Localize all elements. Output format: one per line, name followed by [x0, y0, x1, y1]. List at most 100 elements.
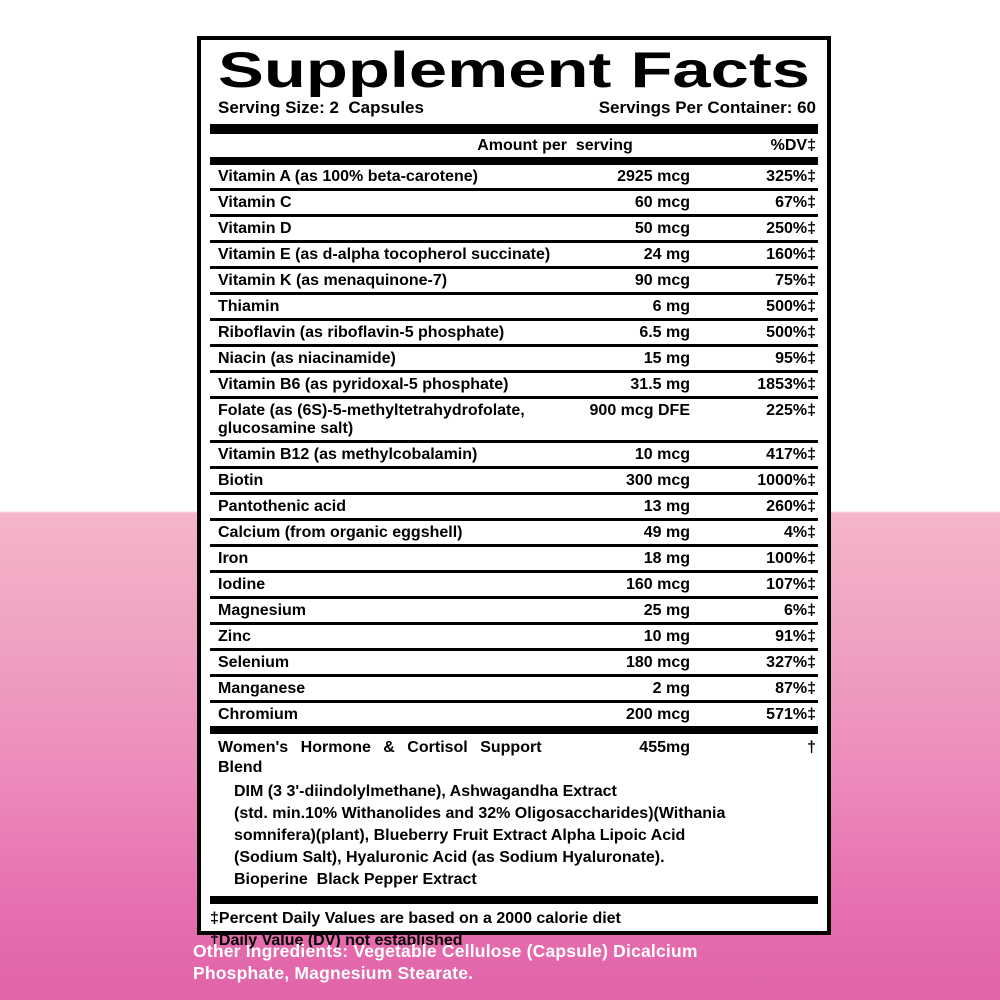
- blend-ingredient-line: Bioperine Black Pepper Extract: [234, 871, 477, 888]
- nutrient-dv: 4%‡: [783, 524, 816, 541]
- other-ingredients-line1: Other Ingredients: Vegetable Cellulose (…: [193, 941, 698, 961]
- nutrient-dv: 1853%‡: [757, 376, 816, 393]
- blend-ingredient-line: DIM (3 3'-diindolylmethane), Ashwagandha…: [234, 783, 617, 800]
- nutrient-amount: 6.5 mg: [639, 324, 690, 341]
- nutrient-amount: 13 mg: [643, 498, 690, 515]
- nutrient-name: Thiamin: [218, 298, 280, 315]
- nutrient-dv: 417%‡: [766, 446, 816, 463]
- table-row: Vitamin K (as menaquinone-7) 90 mcg 75%‡: [210, 266, 818, 292]
- nutrient-amount: 25 mg: [643, 602, 690, 619]
- nutrient-name: Vitamin E (as d-alpha tocopherol succina…: [218, 246, 551, 263]
- nutrient-dv: 325%‡: [766, 168, 816, 185]
- table-row: Vitamin B12 (as methylcobalamin) 10 mcg …: [210, 440, 818, 466]
- serving-info-row: Serving Size: 2 Capsules Servings Per Co…: [218, 98, 816, 118]
- nutrient-amount: 900 mcg DFE: [589, 402, 690, 419]
- nutrient-name: Riboflavin (as riboflavin-5 phosphate): [218, 324, 505, 341]
- nutrient-amount: 10 mg: [643, 628, 690, 645]
- blend-amount: 455mg: [639, 739, 690, 756]
- nutrient-dv: 260%‡: [766, 498, 816, 515]
- blend-ingredient-lines: DIM (3 3'-diindolylmethane), Ashwagandha…: [218, 781, 816, 891]
- nutrient-amount: 50 mcg: [634, 220, 690, 237]
- nutrient-name: Vitamin A (as 100% beta-carotene): [218, 168, 478, 185]
- nutrient-name: Pantothenic acid: [218, 498, 347, 515]
- nutrient-name: Iron: [218, 550, 249, 567]
- nutrient-amount: 6 mg: [652, 298, 690, 315]
- nutrient-dv: 1000%‡: [757, 472, 816, 489]
- nutrient-name: Folate (as (6S)-5-methyltetrahydrofolate…: [218, 402, 525, 437]
- supplement-facts-title: Supplement Facts: [218, 43, 810, 97]
- supplement-facts-panel: Supplement Facts Serving Size: 2 Capsule…: [197, 36, 831, 949]
- blend-header-row: Women's Hormone & Cortisol Support Blend…: [218, 738, 816, 778]
- table-row: Vitamin A (as 100% beta-carotene) 2925 m…: [210, 165, 818, 188]
- table-row: Iodine 160 mcg 107%‡: [210, 570, 818, 596]
- table-row: Vitamin C 60 mcg 67%‡: [210, 188, 818, 214]
- percent-dv-header: %DV‡: [770, 137, 816, 154]
- blend-ingredient-line: somnifera)(plant), Blueberry Fruit Extra…: [234, 827, 686, 844]
- nutrient-amount: 31.5 mg: [630, 376, 690, 393]
- nutrient-dv: 250%‡: [766, 220, 816, 237]
- table-row: Biotin 300 mcg 1000%‡: [210, 466, 818, 492]
- nutrient-amount: 2925 mcg: [617, 168, 690, 185]
- nutrient-amount: 2 mg: [652, 680, 690, 697]
- table-row: Manganese 2 mg 87%‡: [210, 674, 818, 700]
- nutrient-dv: 6%‡: [783, 602, 816, 619]
- nutrient-dv: 225%‡: [766, 402, 816, 419]
- other-ingredients: Other Ingredients: Vegetable Cellulose (…: [193, 940, 813, 984]
- nutrient-name: Vitamin B12 (as methylcobalamin): [218, 446, 478, 463]
- divider-bar-top: [210, 124, 818, 134]
- nutrient-name: Niacin (as niacinamide): [218, 350, 396, 367]
- nutrient-dv: 500%‡: [766, 324, 816, 341]
- nutrient-amount: 10 mcg: [634, 446, 690, 463]
- table-row: Vitamin B6 (as pyridoxal-5 phosphate) 31…: [210, 370, 818, 396]
- nutrient-dv: 67%‡: [775, 194, 816, 211]
- divider-bar-blend: [210, 726, 818, 734]
- nutrient-name: Manganese: [218, 680, 306, 697]
- nutrient-dv: 107%‡: [766, 576, 816, 593]
- nutrient-dv: 327%‡: [766, 654, 816, 671]
- nutrient-amount: 180 mcg: [625, 654, 690, 671]
- divider-bar-header: [210, 157, 818, 165]
- nutrient-dv: 500%‡: [766, 298, 816, 315]
- amount-per-serving-header: Amount per serving: [477, 137, 633, 154]
- nutrient-dv: 100%‡: [766, 550, 816, 567]
- table-row: Pantothenic acid 13 mg 260%‡: [210, 492, 818, 518]
- nutrient-dv: 95%‡: [775, 350, 816, 367]
- table-row: Iron 18 mg 100%‡: [210, 544, 818, 570]
- table-row: Thiamin 6 mg 500%‡: [210, 292, 818, 318]
- nutrient-amount: 49 mg: [643, 524, 690, 541]
- nutrient-amount: 24 mg: [643, 246, 690, 263]
- table-row: Selenium 180 mcg 327%‡: [210, 648, 818, 674]
- servings-per-container-label: Servings Per Container: 60: [598, 98, 816, 117]
- table-row: Zinc 10 mg 91%‡: [210, 622, 818, 648]
- nutrient-dv: 87%‡: [775, 680, 816, 697]
- nutrient-amount: 18 mg: [643, 550, 690, 567]
- blend-ingredient-line: (Sodium Salt), Hyaluronic Acid (as Sodiu…: [234, 849, 665, 866]
- nutrient-dv: 91%‡: [775, 628, 816, 645]
- nutrient-amount: 60 mcg: [634, 194, 690, 211]
- table-row: Vitamin E (as d-alpha tocopherol succina…: [210, 240, 818, 266]
- nutrient-table: Vitamin A (as 100% beta-carotene) 2925 m…: [210, 165, 818, 726]
- table-row: Vitamin D 50 mcg 250%‡: [210, 214, 818, 240]
- nutrient-name: Vitamin K (as menaquinone-7): [218, 272, 448, 289]
- blend-dagger: †: [807, 739, 816, 756]
- supplement-facts-title-text: Supplement Facts: [218, 43, 810, 97]
- nutrient-name: Selenium: [218, 654, 290, 671]
- nutrient-amount: 200 mcg: [625, 706, 690, 723]
- nutrient-name: Iodine: [218, 576, 266, 593]
- table-row: Folate (as (6S)-5-methyltetrahydrofolate…: [210, 396, 818, 440]
- nutrient-amount: 300 mcg: [625, 472, 690, 489]
- serving-size-label: Serving Size: 2 Capsules: [218, 98, 424, 117]
- blend-title: Women's Hormone & Cortisol Support Blend: [218, 739, 542, 776]
- nutrient-amount: 15 mg: [643, 350, 690, 367]
- table-row: Niacin (as niacinamide) 15 mg 95%‡: [210, 344, 818, 370]
- nutrient-dv: 160%‡: [766, 246, 816, 263]
- nutrient-amount: 90 mcg: [634, 272, 690, 289]
- footnotes: ‡Percent Daily Values are based on a 200…: [210, 908, 818, 952]
- footnote-dv-not-established: †Daily Value (DV) not established: [210, 932, 463, 949]
- nutrient-name: Zinc: [218, 628, 251, 645]
- divider-bar-footnotes: [210, 896, 818, 904]
- table-header-row: Amount per serving %DV‡: [218, 137, 816, 155]
- blend-section: Women's Hormone & Cortisol Support Blend…: [210, 734, 818, 896]
- other-ingredients-line2: Phosphate, Magnesium Stearate.: [193, 963, 474, 983]
